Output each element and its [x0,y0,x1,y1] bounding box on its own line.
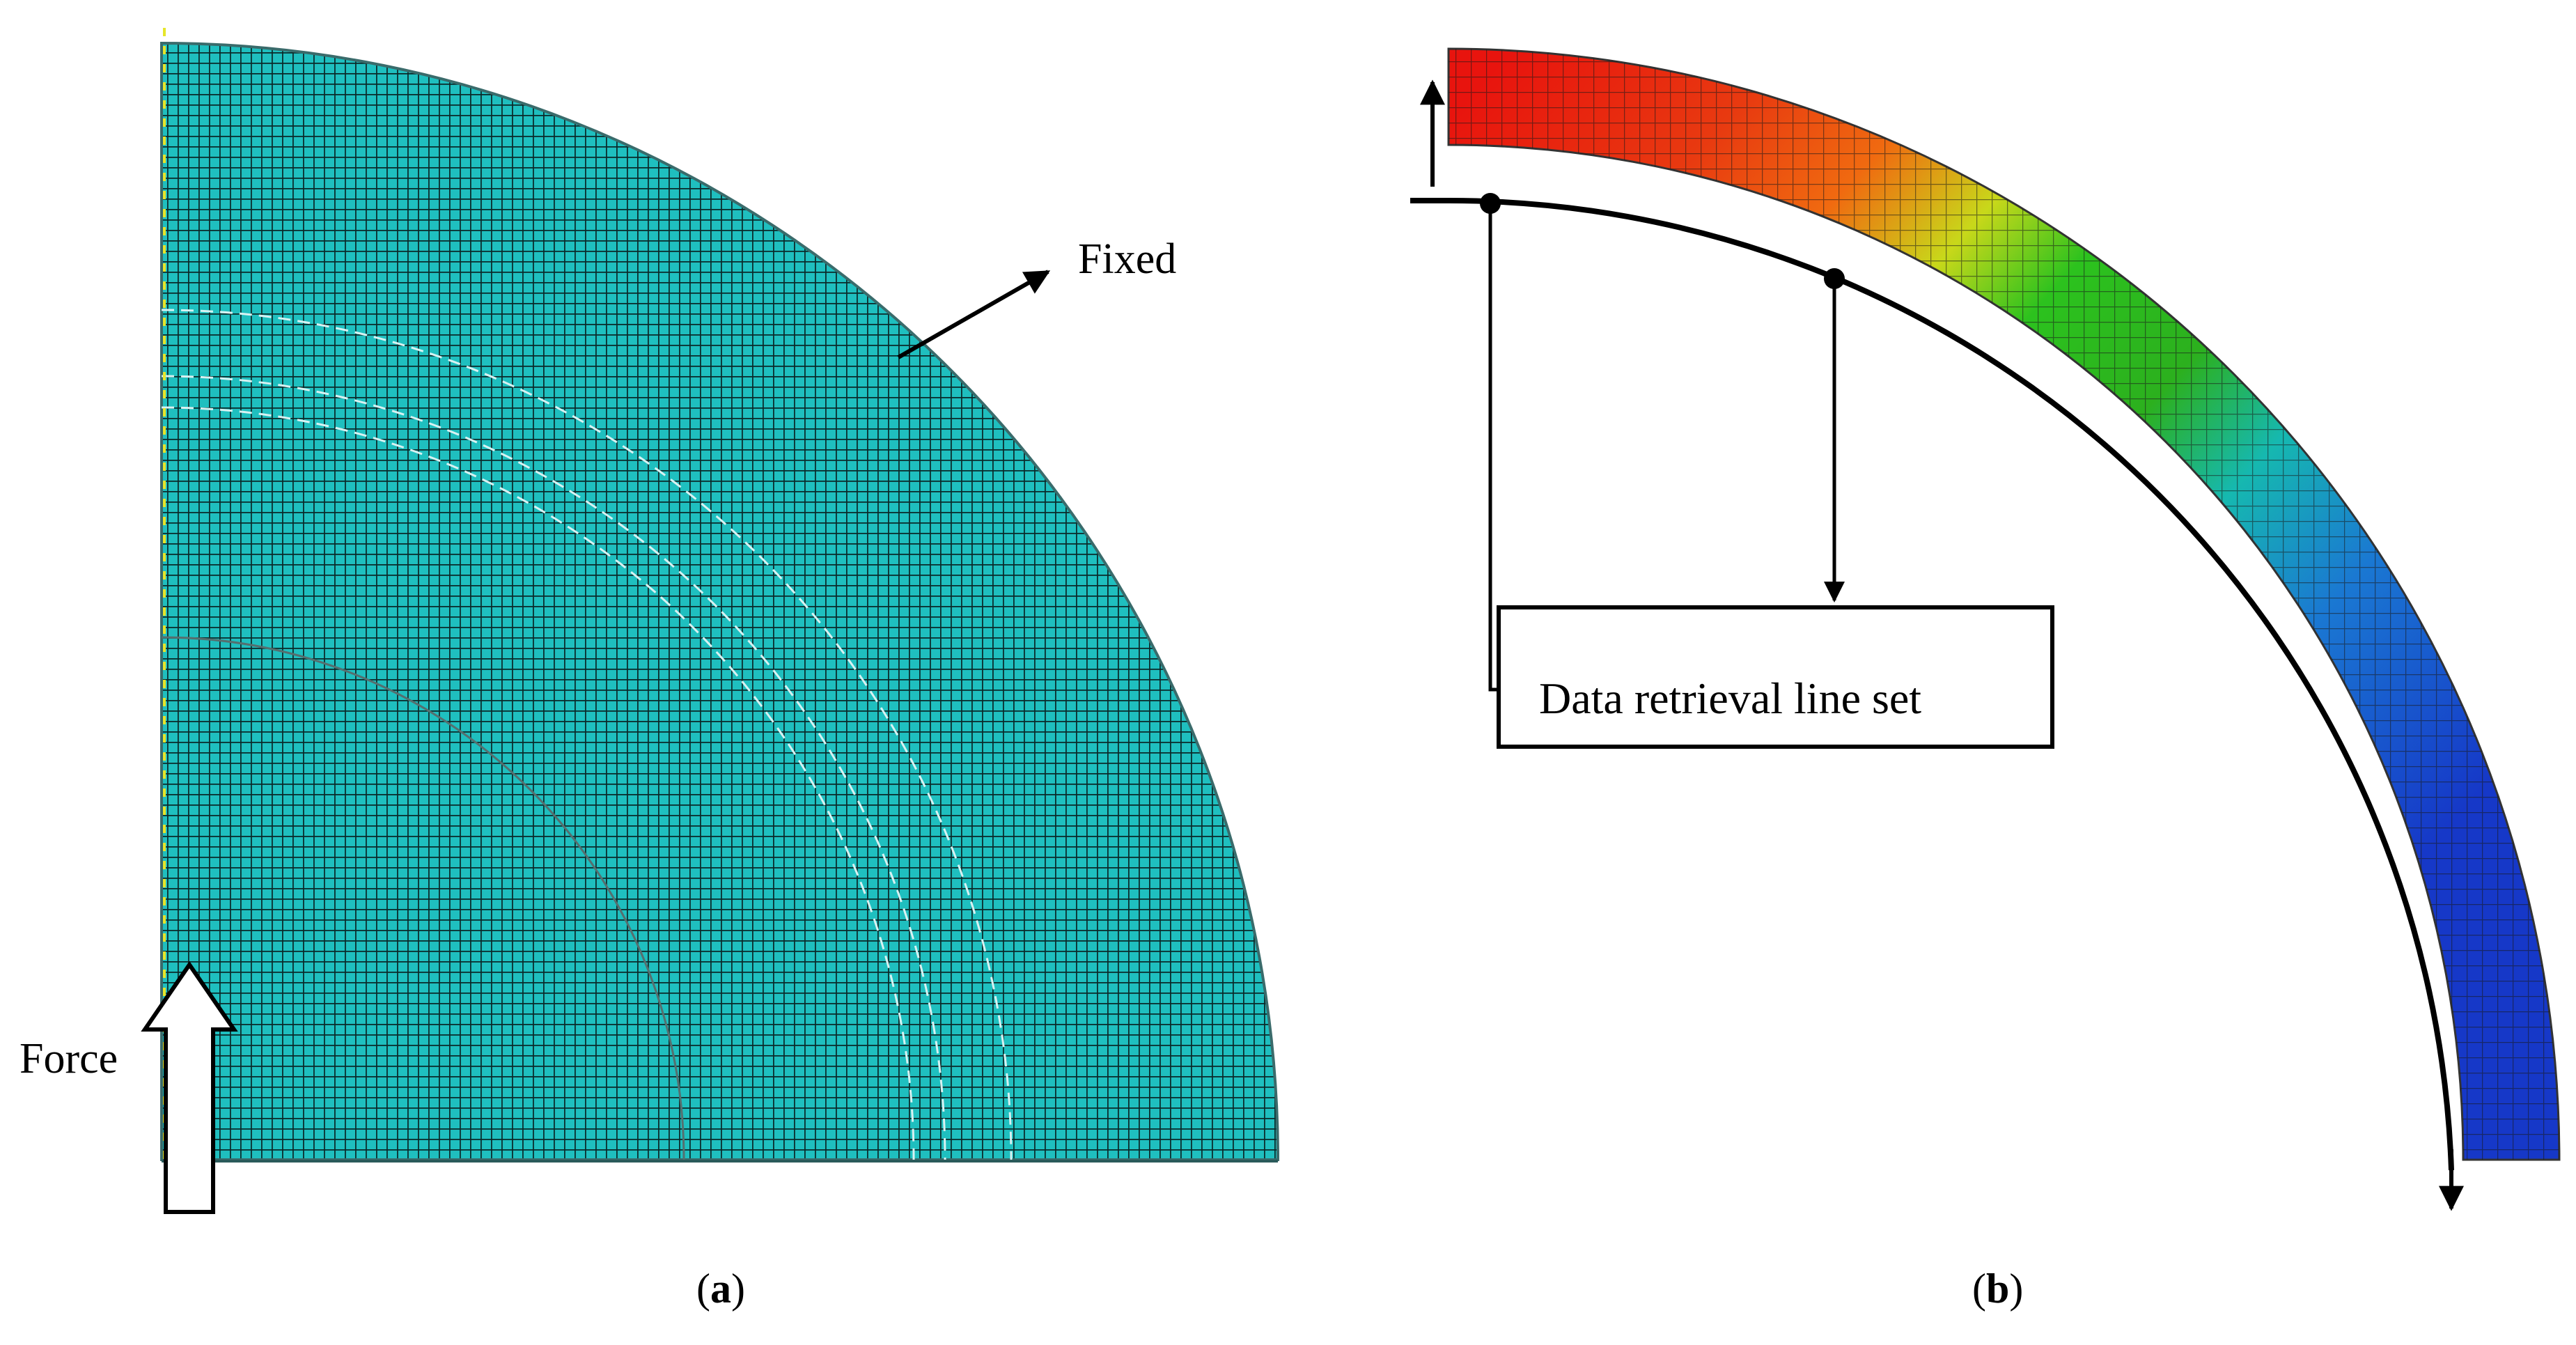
force-label: Force [19,1035,118,1082]
data-retrieval-curve [1410,198,2454,1171]
contour-mesh-overlay [1449,49,2559,1160]
panel-b-caption: (b) [1972,1266,2023,1312]
panel-a-caption: (a) [696,1266,745,1312]
fixed-arrow [897,270,1051,359]
force-arrow-icon [141,961,238,1214]
mesh-ring-4 [161,309,1013,1160]
quarter-disc-mesh [160,41,1280,1161]
panel-b: Data retrieval line set (b) [1410,47,2561,1312]
mesh-ring-2 [161,406,915,1160]
line-set-label: Data retrieval line set [1539,674,1921,723]
line-set-label-box [1497,605,2054,749]
mesh-ring-inner [161,636,685,1160]
mesh-ring-3 [161,375,946,1160]
fixed-label: Fixed [1078,235,1176,283]
panel-a: Fixed Force (a) [19,28,1280,1312]
